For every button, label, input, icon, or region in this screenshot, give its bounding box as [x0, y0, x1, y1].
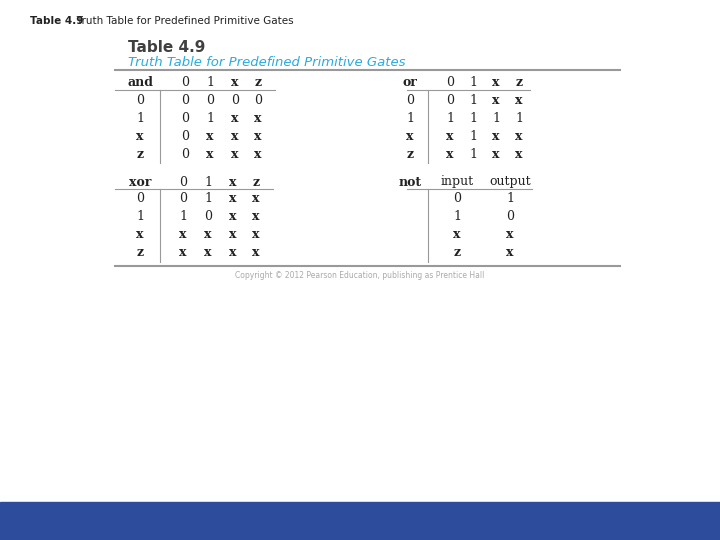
Text: 1: 1 — [136, 111, 144, 125]
Text: x: x — [516, 130, 523, 143]
Text: 0: 0 — [181, 77, 189, 90]
Text: x: x — [229, 192, 237, 206]
Text: Truth Table for Predefined Primitive Gates: Truth Table for Predefined Primitive Gat… — [67, 16, 294, 26]
Text: Table 4.9: Table 4.9 — [30, 16, 84, 26]
Text: 1: 1 — [469, 77, 477, 90]
Text: Copyright © 2013 by Pearson Education, Inc.: Copyright © 2013 by Pearson Education, I… — [468, 510, 658, 519]
Text: 0: 0 — [179, 176, 187, 188]
Text: x: x — [229, 246, 237, 260]
Text: not: not — [398, 176, 422, 188]
Text: 0: 0 — [406, 93, 414, 106]
Text: 1: 1 — [506, 192, 514, 206]
Text: z: z — [407, 147, 413, 160]
Text: Truth Table for Predefined Primitive Gates: Truth Table for Predefined Primitive Gat… — [128, 56, 405, 69]
Text: input: input — [441, 176, 474, 188]
Text: 1: 1 — [515, 111, 523, 125]
Text: 1: 1 — [406, 111, 414, 125]
Text: x: x — [516, 147, 523, 160]
Text: 0: 0 — [254, 93, 262, 106]
Text: x: x — [252, 228, 260, 241]
Bar — [0, 502, 720, 540]
Text: 0: 0 — [206, 93, 214, 106]
Text: and: and — [127, 77, 153, 90]
Text: x: x — [492, 147, 500, 160]
Text: 0: 0 — [453, 192, 461, 206]
Text: 0: 0 — [181, 93, 189, 106]
Text: z: z — [137, 147, 143, 160]
Text: 1: 1 — [206, 111, 214, 125]
Text: PEARSON: PEARSON — [606, 511, 710, 530]
Text: 1: 1 — [469, 147, 477, 160]
Text: x: x — [229, 211, 237, 224]
Text: 1: 1 — [204, 176, 212, 188]
Text: x: x — [231, 130, 239, 143]
Text: x: x — [446, 130, 454, 143]
Text: x: x — [231, 111, 239, 125]
Text: Table 4.9: Table 4.9 — [128, 40, 205, 56]
Text: x: x — [254, 130, 262, 143]
Text: x: x — [446, 147, 454, 160]
Text: 1: 1 — [179, 211, 187, 224]
Text: 0: 0 — [446, 93, 454, 106]
Text: 0: 0 — [181, 147, 189, 160]
Text: 1: 1 — [453, 211, 461, 224]
Text: 0: 0 — [204, 211, 212, 224]
Text: 0: 0 — [181, 130, 189, 143]
Text: x: x — [252, 211, 260, 224]
Text: 1: 1 — [469, 111, 477, 125]
Text: 1: 1 — [204, 192, 212, 206]
Text: 1: 1 — [446, 111, 454, 125]
Text: x: x — [252, 192, 260, 206]
Text: 0: 0 — [136, 93, 144, 106]
Text: x: x — [254, 147, 262, 160]
Text: x: x — [454, 228, 461, 241]
Text: 0: 0 — [179, 192, 187, 206]
Text: z: z — [516, 77, 523, 90]
Text: 1: 1 — [469, 93, 477, 106]
Text: 1: 1 — [492, 111, 500, 125]
Text: x: x — [516, 93, 523, 106]
Text: output: output — [489, 176, 531, 188]
Text: 0: 0 — [136, 192, 144, 206]
Text: 0: 0 — [506, 211, 514, 224]
Text: x: x — [252, 246, 260, 260]
Text: M. Morris Mano ■ Michael D. Ciletti: M. Morris Mano ■ Michael D. Ciletti — [205, 523, 354, 531]
Text: or: or — [402, 77, 418, 90]
Text: x: x — [136, 130, 144, 143]
Text: x: x — [406, 130, 414, 143]
Text: x: x — [229, 228, 237, 241]
Text: x: x — [506, 246, 514, 260]
Text: 0: 0 — [231, 93, 239, 106]
Text: 0: 0 — [446, 77, 454, 90]
Text: x: x — [506, 228, 514, 241]
Text: x: x — [206, 147, 214, 160]
Text: x: x — [179, 228, 186, 241]
Text: z: z — [137, 246, 143, 260]
Text: x: x — [206, 130, 214, 143]
Text: z: z — [454, 246, 461, 260]
Text: Digital Design: With an Introduction to the Verilog HDL, 5e: Digital Design: With an Introduction to … — [205, 510, 450, 519]
Text: x: x — [231, 77, 239, 90]
Text: x: x — [492, 130, 500, 143]
Text: Copyright © 2012 Pearson Education, publishing as Prentice Hall: Copyright © 2012 Pearson Education, publ… — [235, 272, 485, 280]
Text: x: x — [229, 176, 237, 188]
Text: x: x — [231, 147, 239, 160]
Text: x: x — [492, 77, 500, 90]
Text: ALWAYS LEARNING: ALWAYS LEARNING — [12, 516, 107, 525]
Text: 1: 1 — [469, 130, 477, 143]
Text: x: x — [136, 228, 144, 241]
Text: xor: xor — [129, 176, 151, 188]
Text: 0: 0 — [181, 111, 189, 125]
Text: x: x — [492, 93, 500, 106]
Text: All rights reserved.: All rights reserved. — [388, 523, 468, 531]
Text: 1: 1 — [136, 211, 144, 224]
Text: x: x — [254, 111, 262, 125]
Text: x: x — [204, 228, 212, 241]
Text: x: x — [204, 246, 212, 260]
Text: z: z — [254, 77, 261, 90]
Text: 1: 1 — [206, 77, 214, 90]
Text: x: x — [179, 246, 186, 260]
Text: z: z — [253, 176, 259, 188]
